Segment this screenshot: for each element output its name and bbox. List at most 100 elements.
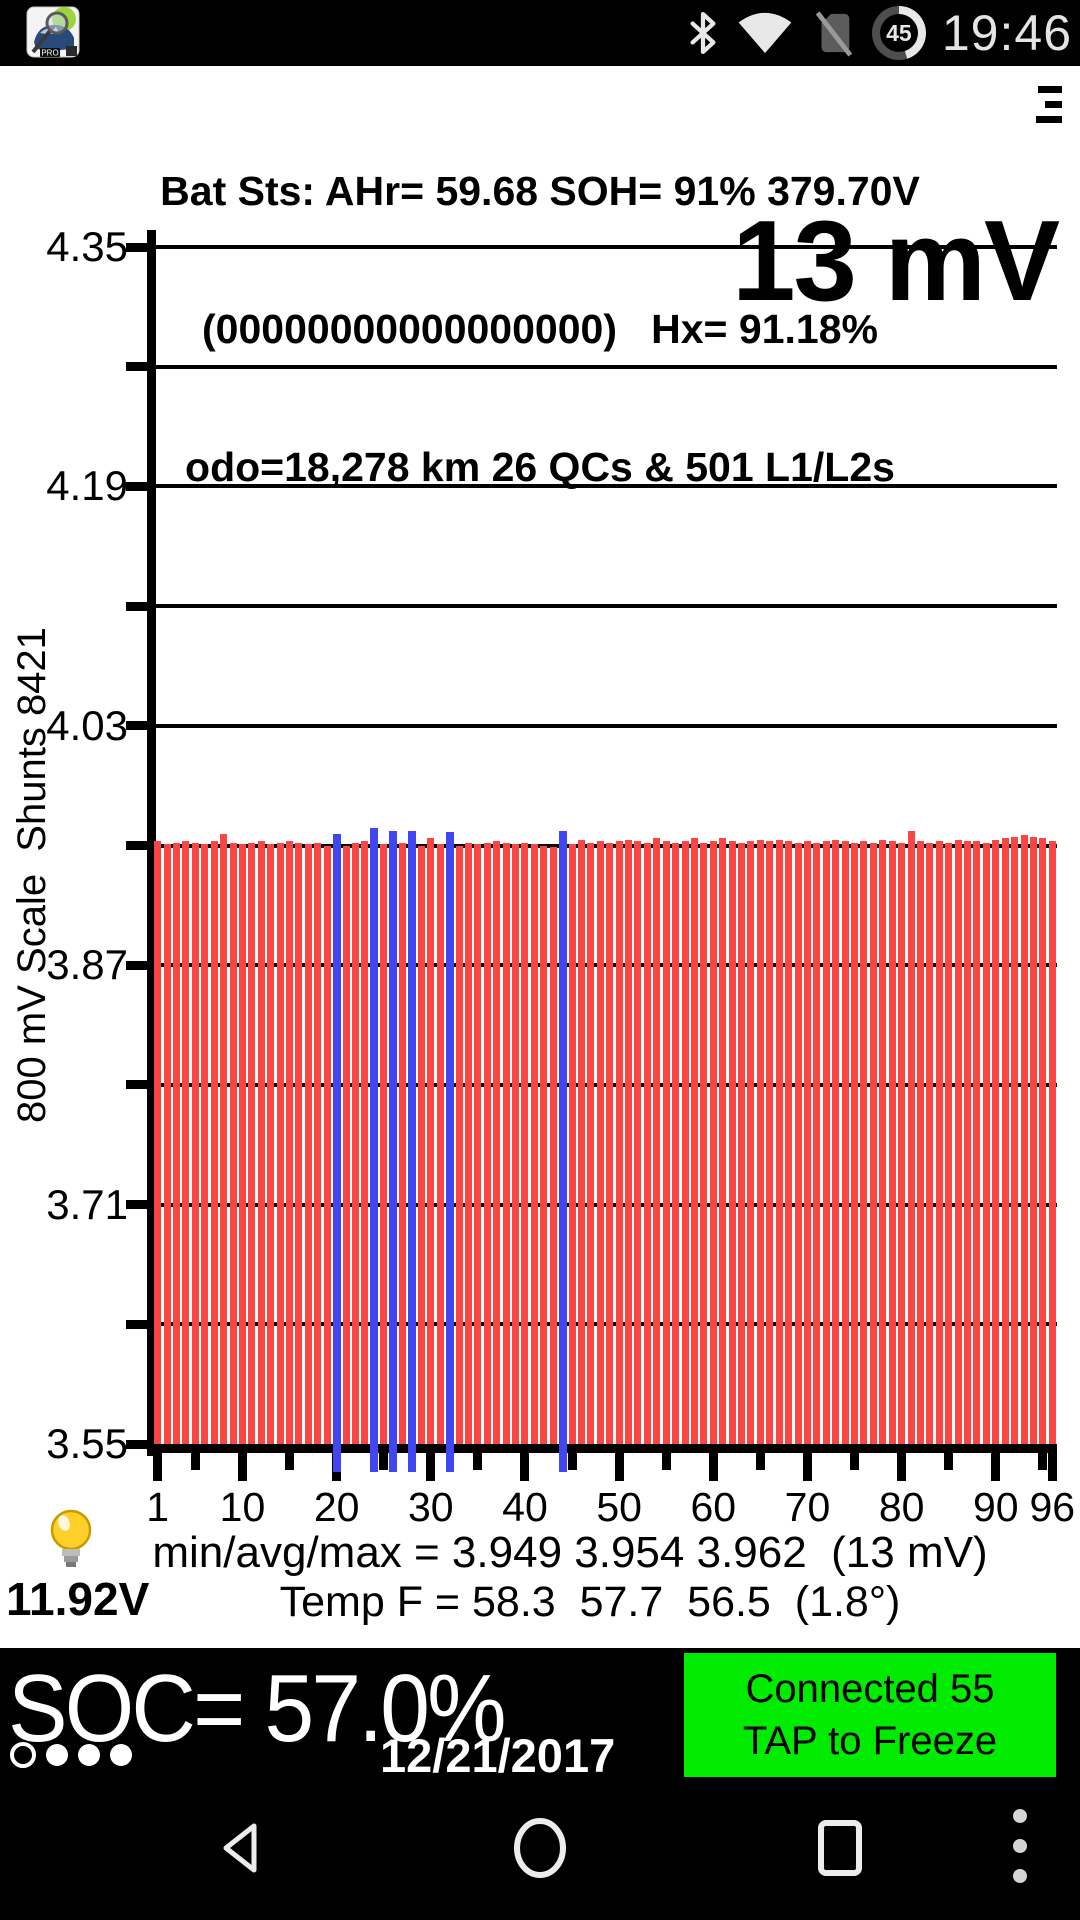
x-axis-tick [755,1453,765,1470]
cell-bar [945,842,953,1444]
y-axis-tick [126,481,153,491]
log-dot-icon [46,1744,68,1766]
x-axis-tick [897,1453,907,1481]
cell-bar [841,841,849,1444]
cell-bar [992,839,1000,1444]
cell-bar [662,841,670,1444]
shunt-cell-bar [445,832,454,1472]
y-axis-tick [126,1319,153,1329]
cell-bar [342,845,350,1444]
connected-tap-to-freeze-button[interactable]: Connected 55 TAP to Freeze [684,1653,1056,1777]
shunt-cell-bar [407,830,416,1472]
x-axis-tick [379,1453,389,1470]
status-clock: 19:46 [941,5,1072,61]
screen-wake-bulb-icon[interactable] [48,1508,94,1574]
y-tick-label: 4.19 [46,462,128,510]
cell-bar [879,839,887,1444]
x-axis-tick [1038,1453,1048,1470]
android-status-bar: PRO 45 19:46 [0,0,1080,66]
cell-bar [1029,836,1037,1444]
recents-icon[interactable] [816,1818,864,1878]
delta-mv-annotation: 13 mV [732,198,1060,325]
cell-bar [634,841,642,1444]
x-tick-label: 20 [313,1484,360,1530]
gridline [153,604,1057,609]
cell-bar [286,841,294,1444]
freeze-hint-line: TAP to Freeze [742,1719,998,1763]
aux-battery-voltage: 11.92V [6,1573,150,1625]
x-axis-tick [708,1453,718,1481]
cell-bar [766,841,774,1444]
shunt-cell-bar [370,827,379,1472]
min-avg-max-readout: min/avg/max = 3.949 3.954 3.962 (13 mV) [152,1528,988,1577]
battery-percent: 45 [886,19,912,46]
x-axis-tick [520,1453,530,1481]
cell-bar [427,838,435,1444]
no-sim-icon [815,11,853,57]
x-axis-tick [153,1453,163,1481]
log-ring-icon [10,1742,36,1768]
cell-bar [417,845,425,1444]
cell-bar [1011,836,1019,1444]
gridline [153,1082,1057,1087]
cell-bar [964,841,972,1444]
svg-text:PRO: PRO [41,49,58,58]
x-axis-tick [614,1453,624,1481]
overflow-menu-icon[interactable] [1012,1806,1028,1886]
x-tick-label: 96 [1029,1484,1076,1530]
back-icon[interactable] [214,1820,266,1876]
y-axis-tick [126,1080,153,1090]
cell-bar [512,844,520,1444]
cell-bar [747,841,755,1444]
cell-bar [276,842,284,1444]
cell-bar [832,839,840,1444]
cell-bar [257,841,265,1444]
header-line-2: (00000000000000000) Hx= 91.18% [202,306,878,352]
header-line-1: Bat Sts: AHr= 59.68 SOH= 91% 379.70V [160,168,920,214]
y-axis-tick [126,1200,153,1210]
log-dot-icon [110,1744,132,1766]
cell-bar [935,841,943,1444]
cell-bar [502,842,510,1444]
x-axis-tick [190,1453,200,1470]
cell-bar [455,845,463,1444]
gridline [153,963,1057,968]
home-icon[interactable] [512,1816,568,1880]
cell-bar [549,847,557,1444]
cell-bar [248,842,256,1444]
temperature-readout: Temp F = 58.3 57.7 56.5 (1.8°) [279,1578,901,1626]
cell-bar [898,842,906,1444]
shunt-cell-bar [558,830,567,1472]
x-axis-line [147,1444,1057,1453]
gridline [153,1322,1057,1327]
hamburger-menu-icon[interactable] [1036,86,1062,123]
cell-bar [785,841,793,1444]
y-axis-tick [126,841,153,850]
y-axis-tick [126,960,153,970]
x-axis-tick [237,1453,247,1481]
cell-bar [540,845,548,1444]
cell-bar [860,841,868,1444]
gridline [153,484,1057,489]
cell-bar [483,842,491,1444]
leafspy-app-icon: PRO [26,6,80,58]
cell-bar [596,841,604,1444]
cell-bar [295,842,303,1444]
cell-bar [210,841,218,1444]
y-axis-tick [126,362,153,372]
cell-bar [625,839,633,1444]
y-axis-tick [126,721,153,731]
cell-bar [916,841,924,1444]
cell-bar [1048,841,1056,1444]
cell-bar [1020,835,1028,1444]
y-axis-label: 800 mV Scale Shunts 8421 [10,627,54,1123]
cell-bar [238,844,246,1444]
bluetooth-icon [690,11,716,55]
soc-readout: SOC= 57.0% [8,1655,506,1762]
y-axis-tick [126,1439,153,1449]
cell-bar [587,842,595,1444]
cell-voltage-bar-chart[interactable] [126,242,1057,1472]
cell-bar [690,838,698,1444]
y-axis-tick [126,601,153,611]
cell-bar [267,844,275,1444]
